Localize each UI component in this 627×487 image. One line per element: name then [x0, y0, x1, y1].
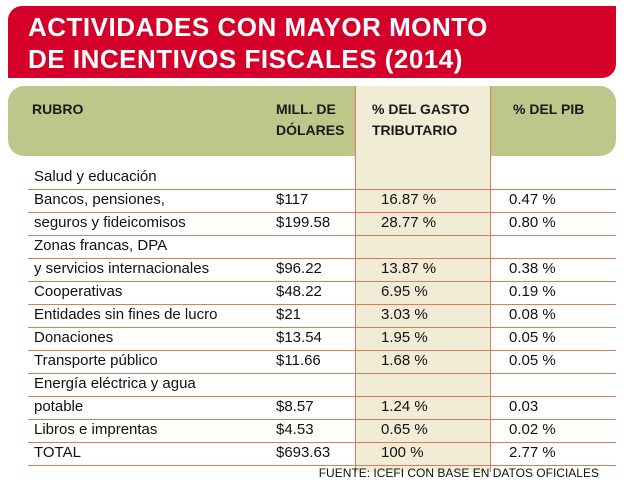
cell-rubro: Energía eléctrica y agua [34, 375, 196, 392]
row-divider [28, 442, 616, 443]
source-note: FUENTE: ICEFI CON BASE EN DATOS OFICIALE… [318, 466, 599, 480]
cell-gasto: 0.65 % [381, 421, 428, 438]
row-divider [28, 189, 616, 190]
highlight-column [355, 86, 490, 472]
row-divider [28, 304, 616, 305]
cell-rubro: potable [34, 398, 84, 415]
title-line-2: DE INCENTIVOS FISCALES (2014) [28, 44, 463, 74]
cell-pib: 0.38 % [509, 260, 556, 277]
cell-rubro: TOTAL [34, 444, 81, 461]
cell-rubro: seguros y fideicomisos [34, 214, 186, 231]
cell-gasto: 1.68 % [381, 352, 428, 369]
cell-pib: 0.08 % [509, 306, 556, 323]
cell-mill: $8.57 [276, 398, 314, 415]
row-divider [28, 373, 616, 374]
cell-pib: 0.47 % [509, 191, 556, 208]
cell-mill: $48.22 [276, 283, 322, 300]
cell-mill: $11.66 [276, 352, 321, 369]
cell-mill: $693.63 [276, 444, 331, 461]
header-mill-line1: MILL. DE [276, 101, 336, 117]
cell-mill: $4.53 [276, 421, 314, 438]
cell-pib: 0.03 [509, 398, 539, 415]
cell-rubro: Bancos, pensiones, [34, 191, 165, 208]
header-gasto-line1: % DEL GASTO [372, 101, 470, 117]
header-rubro: RUBRO [32, 101, 84, 117]
row-divider [28, 212, 616, 213]
row-divider [28, 327, 616, 328]
cell-rubro: Libros e imprentas [34, 421, 158, 438]
title-line-1: ACTIVIDADES CON MAYOR MONTO [28, 12, 488, 42]
cell-gasto: 3.03 % [381, 306, 428, 323]
cell-gasto: 13.87 % [381, 260, 437, 277]
cell-rubro: Transporte público [34, 352, 158, 369]
header-pib: % DEL PIB [513, 101, 585, 117]
cell-gasto: 100 % [381, 444, 424, 461]
cell-gasto: 1.95 % [381, 329, 428, 346]
column-divider [490, 86, 491, 472]
row-divider [28, 281, 616, 282]
header-mill-line2: DÓLARES [276, 122, 345, 138]
cell-gasto: 6.95 % [381, 283, 428, 300]
cell-pib: 0.02 % [509, 421, 556, 438]
cell-pib: 2.77 % [509, 444, 556, 461]
cell-mill: $199.58 [276, 214, 331, 231]
header-gasto-line2: TRIBUTARIO [372, 122, 458, 138]
row-divider [28, 419, 616, 420]
cell-mill: $13.54 [276, 329, 322, 346]
cell-pib: 0.80 % [509, 214, 556, 231]
cell-rubro: Zonas francas, DPA [34, 237, 168, 254]
cell-rubro: Donaciones [34, 329, 114, 346]
table-header [8, 86, 616, 156]
cell-gasto: 28.77 % [381, 214, 437, 231]
title-banner: ACTIVIDADES CON MAYOR MONTO DE INCENTIVO… [8, 6, 616, 78]
row-divider [28, 396, 616, 397]
cell-rubro: Cooperativas [34, 283, 123, 300]
cell-mill: $21 [276, 306, 302, 323]
cell-mill: $96.22 [276, 260, 322, 277]
cell-rubro: Salud y educación [34, 168, 157, 185]
cell-pib: 0.05 % [509, 352, 556, 369]
cell-gasto: 1.24 % [381, 398, 428, 415]
cell-pib: 0.05 % [509, 329, 556, 346]
cell-mill: $117 [276, 191, 309, 208]
cell-gasto: 16.87 % [381, 191, 437, 208]
row-divider [28, 258, 616, 259]
row-divider [28, 350, 616, 351]
row-divider [28, 235, 616, 236]
cell-rubro: y servicios internacionales [34, 260, 210, 277]
cell-pib: 0.19 % [509, 283, 556, 300]
cell-rubro: Entidades sin fines de lucro [34, 306, 218, 323]
column-divider [355, 86, 356, 472]
row-divider [28, 465, 616, 466]
